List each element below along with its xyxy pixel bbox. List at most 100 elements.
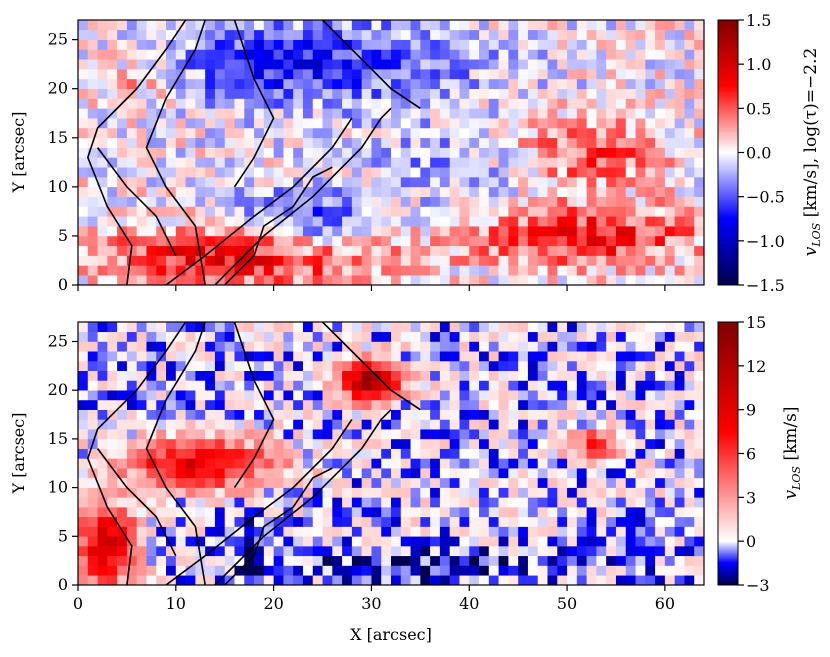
bottom-heatmap-cell	[322, 399, 333, 410]
bottom-heatmap-cell	[381, 507, 392, 518]
top-heatmap-cell	[586, 206, 597, 217]
bottom-heatmap-cell	[166, 487, 177, 498]
top-heatmap-cell	[576, 29, 587, 40]
bottom-heatmap-cell	[107, 565, 118, 576]
top-heatmap-cell	[224, 39, 235, 50]
top-heatmap-cell	[498, 78, 509, 89]
top-heatmap-cell	[557, 39, 568, 50]
bottom-heatmap-cell	[381, 546, 392, 557]
top-heatmap-cell	[273, 196, 284, 207]
top-heatmap-cell	[684, 29, 695, 40]
bottom-heatmap-cell	[439, 370, 450, 381]
bottom-heatmap-cell	[175, 380, 186, 391]
top-heatmap-cell	[664, 69, 675, 80]
top-heatmap-cell	[498, 167, 509, 178]
bottom-heatmap-cell	[420, 419, 431, 430]
top-heatmap-cell	[381, 245, 392, 256]
top-heatmap-cell	[655, 49, 666, 60]
top-heatmap-cell	[205, 108, 216, 119]
top-heatmap-cell	[508, 265, 519, 276]
top-heatmap-cell	[664, 118, 675, 129]
bottom-heatmap-cell	[371, 448, 382, 459]
top-heatmap-cell	[655, 127, 666, 139]
bottom-heatmap-cell	[391, 438, 402, 449]
bottom-heatmap-cell	[576, 507, 587, 518]
bottom-heatmap-cell	[410, 536, 421, 547]
bottom-heatmap-cell	[508, 399, 519, 410]
bottom-x-tick-label: 40	[459, 594, 479, 613]
top-heatmap-cell	[391, 147, 402, 158]
top-heatmap-cell	[244, 108, 255, 119]
top-heatmap-cell	[576, 49, 587, 60]
bottom-heatmap-cell	[479, 507, 490, 518]
top-heatmap-cell	[117, 157, 128, 168]
bottom-heatmap-cell	[655, 477, 666, 488]
top-heatmap-cell	[508, 206, 519, 217]
top-heatmap-cell	[459, 255, 470, 266]
bottom-heatmap-cell	[488, 477, 499, 488]
bottom-heatmap-cell	[107, 477, 118, 488]
top-heatmap-cell	[625, 245, 636, 256]
top-heatmap-cell	[361, 108, 372, 119]
top-heatmap-cell	[224, 177, 235, 188]
bottom-heatmap-cell	[332, 380, 343, 391]
bottom-heatmap-cell	[185, 380, 196, 391]
bottom-heatmap-cell	[684, 526, 695, 537]
bottom-heatmap-cell	[244, 487, 255, 498]
top-y-tick-label: 25	[48, 30, 68, 49]
top-heatmap-cell	[694, 235, 704, 247]
top-heatmap-cell	[293, 78, 304, 89]
top-heatmap-cell	[400, 177, 411, 188]
top-heatmap-cell	[381, 69, 392, 80]
top-heatmap-cell	[410, 206, 421, 217]
top-heatmap-cell	[674, 39, 685, 50]
top-heatmap-cell	[557, 118, 568, 129]
bottom-heatmap-cell	[400, 555, 411, 566]
bottom-heatmap-cell	[508, 380, 519, 391]
bottom-heatmap-cell	[273, 370, 284, 381]
bottom-heatmap-cell	[332, 536, 343, 547]
top-heatmap-cell	[655, 275, 666, 285]
bottom-heatmap-cell	[439, 438, 450, 449]
top-heatmap-cell	[254, 108, 265, 119]
bottom-heatmap-cell	[557, 399, 568, 410]
bottom-heatmap-cell	[361, 351, 372, 362]
bottom-heatmap-cell	[381, 487, 392, 498]
top-heatmap-cell	[449, 127, 460, 139]
bottom-heatmap-cell	[136, 322, 147, 333]
top-heatmap-cell	[537, 98, 548, 109]
top-heatmap-cell	[342, 167, 353, 178]
bottom-heatmap-cell	[156, 507, 167, 518]
top-heatmap-cell	[126, 235, 137, 247]
top-heatmap-cell	[547, 245, 558, 256]
top-heatmap-cell	[136, 20, 147, 31]
bottom-heatmap-cell	[439, 458, 450, 469]
bottom-heatmap-cell	[107, 322, 118, 333]
bottom-heatmap-cell	[694, 458, 704, 469]
top-heatmap-cell	[576, 118, 587, 129]
top-heatmap-cell	[156, 59, 167, 70]
bottom-heatmap-cell	[175, 458, 186, 469]
bottom-heatmap-cell	[625, 380, 636, 391]
bottom-heatmap-cell	[645, 322, 656, 333]
bottom-heatmap-cell	[479, 390, 490, 401]
bottom-heatmap-cell	[684, 380, 695, 391]
bottom-heatmap-cell	[195, 360, 206, 371]
bottom-heatmap-cell	[312, 380, 323, 391]
bottom-heatmap-cell	[459, 536, 470, 547]
top-heatmap-cell	[351, 265, 362, 276]
bottom-heatmap-cell	[596, 526, 607, 537]
bottom-heatmap-cell	[195, 477, 206, 488]
bottom-heatmap-cell	[136, 458, 147, 469]
top-heatmap-cell	[488, 118, 499, 129]
bottom-heatmap-cell	[97, 341, 108, 352]
bottom-heatmap-cell	[224, 526, 235, 537]
top-heatmap-cell	[420, 98, 431, 109]
bottom-heatmap-cell	[332, 448, 343, 459]
top-heatmap-cell	[185, 206, 196, 217]
top-heatmap-cell	[420, 216, 431, 227]
bottom-heatmap-cell	[87, 526, 98, 537]
bottom-heatmap-cell	[694, 468, 704, 479]
top-heatmap-cell	[175, 255, 186, 266]
bottom-heatmap-cell	[273, 341, 284, 352]
